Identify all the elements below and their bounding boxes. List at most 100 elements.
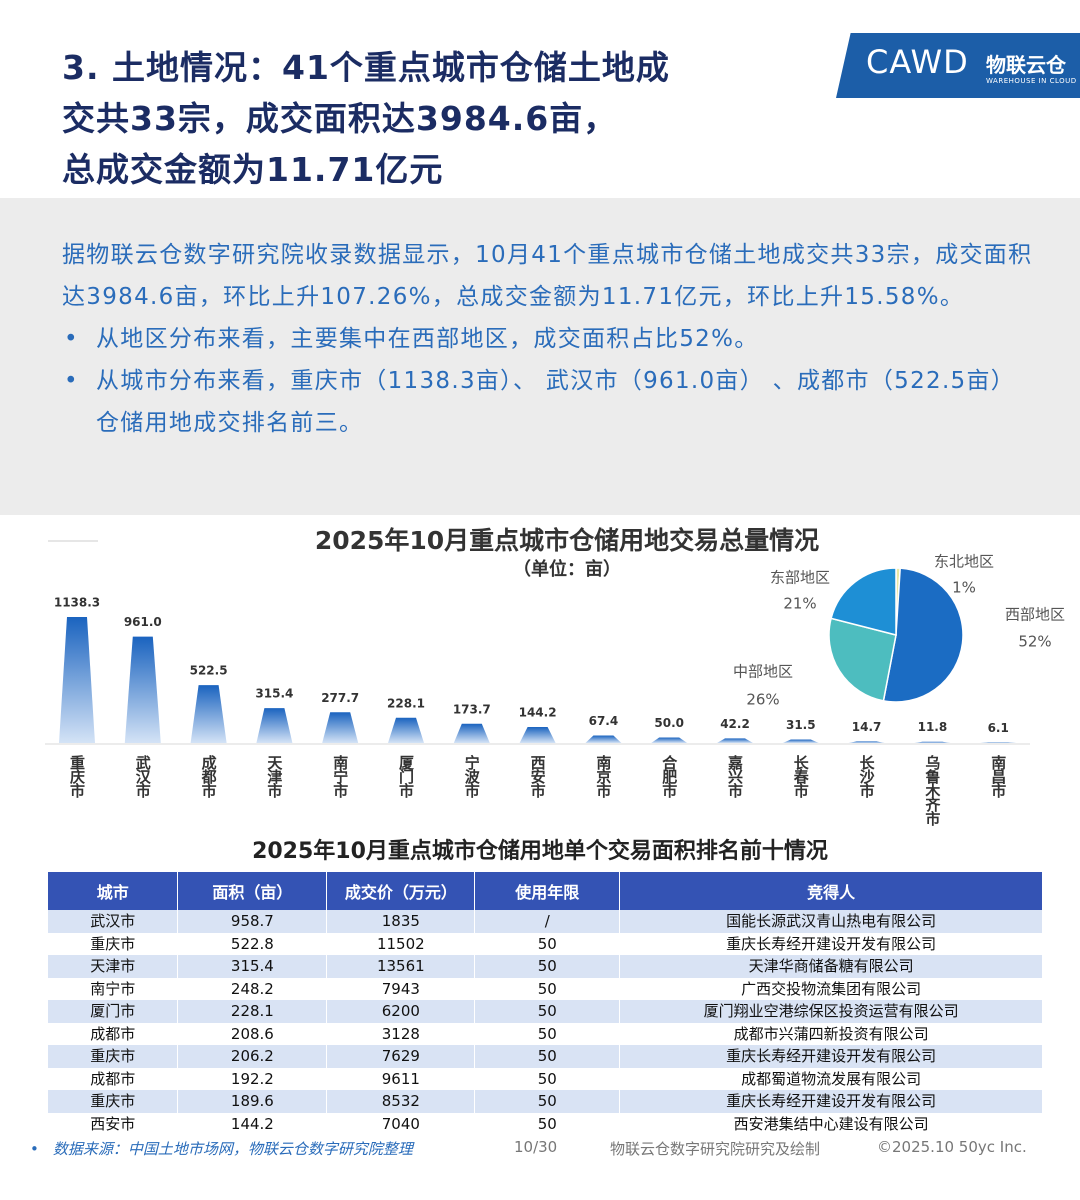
bar [914, 741, 951, 743]
table-cell: 522.8 [177, 932, 328, 955]
table-title: 2025年10月重点城市仓储用地单个交易面积排名前十情况 [252, 839, 828, 864]
value-label: 31.5 [786, 718, 816, 732]
table-row: 西安市 144.2 7040 50 西安港集结中心建设有限公司 [48, 1112, 1043, 1135]
table-cell: 国能长源武汉青山热电有限公司 [619, 910, 1043, 933]
x-tick-label: 南宁市 [331, 754, 349, 799]
x-tick-label: 合肥市 [660, 754, 678, 799]
table-cell: / [474, 910, 621, 933]
value-label: 1138.3 [54, 596, 100, 610]
bar [453, 723, 490, 743]
column-header: 使用年限 [474, 872, 621, 910]
table-cell: 144.2 [177, 1112, 328, 1135]
logo-tagline: WAREHOUSE IN CLOUD [986, 77, 1077, 85]
value-label: 277.7 [321, 691, 359, 705]
column-header: 竞得人 [619, 872, 1043, 910]
x-tick-label: 宁波市 [463, 754, 481, 799]
bar [256, 708, 293, 743]
table-cell: 重庆市 [48, 1090, 179, 1113]
table-cell: 50 [474, 1090, 621, 1113]
table-cell: 重庆市 [48, 932, 179, 955]
table-cell: 广西交投物流集团有限公司 [619, 977, 1043, 1000]
value-label: 144.2 [519, 706, 557, 720]
bullet: 从地区分布来看，主要集中在西部地区，成交面积占比52%。 [62, 318, 1037, 360]
x-tick-label: 长春市 [792, 754, 810, 799]
table-cell: 958.7 [177, 910, 328, 933]
value-label: 67.4 [589, 714, 619, 728]
x-tick-label: 乌鲁木齐市 [923, 754, 941, 827]
table-cell: 武汉市 [48, 910, 179, 933]
page-title: 3. 土地情况：41个重点城市仓储土地成 交共33宗，成交面积达3984.6亩，… [62, 42, 670, 195]
pie-slice [882, 567, 964, 703]
slice-value-label: 1% [952, 579, 976, 597]
chart-title: 2025年10月重点城市仓储用地交易总量情况 [315, 526, 819, 555]
bar [717, 738, 753, 743]
x-tick-label: 嘉兴市 [726, 754, 744, 799]
table-cell: 8532 [326, 1090, 476, 1113]
value-label: 14.7 [852, 720, 882, 734]
slice-label: 东部地区 [770, 569, 830, 587]
value-label: 228.1 [387, 696, 425, 710]
table-cell: 南宁市 [48, 977, 179, 1000]
table-cell: 192.2 [177, 1067, 328, 1090]
column-header: 成交价（万元） [326, 872, 476, 910]
x-tick-label: 天津市 [265, 755, 283, 799]
table-cell: 重庆长寿经开建设开发有限公司 [619, 932, 1043, 955]
logo-name: CAWD [866, 43, 969, 81]
table-cell: 208.6 [177, 1022, 328, 1045]
footer-page: 10/30 [514, 1138, 558, 1156]
table-cell: 重庆长寿经开建设开发有限公司 [619, 1090, 1043, 1113]
table-cell: 天津市 [48, 955, 179, 978]
title-line: 交共33宗，成交面积达3984.6亩， [62, 99, 618, 138]
table-cell: 6200 [326, 1000, 476, 1023]
data-table: 城市 面积（亩） 成交价（万元） 使用年限 竞得人 武汉市 958.7 1835/国能长源武… [48, 872, 1043, 1135]
table-cell: 重庆长寿经开建设开发有限公司 [619, 1045, 1043, 1068]
table-cell: 206.2 [177, 1045, 328, 1068]
table-cell: 50 [474, 1067, 621, 1090]
x-tick-label: 成都市 [200, 754, 218, 799]
footer-credit: 物联云仓数字研究院研究及绘制 [610, 1140, 821, 1158]
table-cell: 重庆市 [48, 1045, 179, 1068]
table-row: 厦门市 228.1 6200 50 厦门翔业空港综保区投资运营有限公司 [48, 1000, 1043, 1023]
table-cell: 成都市 [48, 1022, 179, 1045]
slice-value-label: 21% [783, 595, 816, 613]
value-label: 315.4 [255, 687, 293, 701]
value-label: 6.1 [988, 721, 1009, 735]
value-label: 961.0 [124, 615, 162, 629]
table-cell: 248.2 [177, 977, 328, 1000]
x-tick-label: 南京市 [594, 754, 612, 799]
title-line: 3. 土地情况：41个重点城市仓储土地成 [62, 48, 670, 87]
column-header: 城市 [48, 872, 179, 910]
table-cell: 厦门翔业空港综保区投资运营有限公司 [619, 1000, 1043, 1023]
title-line: 总成交金额为11.71亿元 [62, 150, 444, 189]
table-cell: 7943 [326, 977, 476, 1000]
footer-source: 数据来源：中国土地市场网，物联云仓数字研究院整理 [30, 1138, 413, 1159]
bar [124, 636, 161, 743]
table-cell: 天津华商储备糖有限公司 [619, 955, 1043, 978]
x-tick-label: 武汉市 [134, 754, 152, 799]
table-cell: 189.6 [177, 1090, 328, 1113]
table-cell: 50 [474, 1112, 621, 1135]
bar [585, 735, 622, 743]
table-row: 武汉市 958.7 1835/国能长源武汉青山热电有限公司 [48, 910, 1043, 933]
table-cell: 13561 [326, 955, 476, 978]
table-cell: 50 [474, 932, 621, 955]
x-tick-label: 西安市 [529, 755, 547, 799]
bullet: 从城市分布来看，重庆市（1138.3亩）、 武汉市（961.0亩） 、成都市（5… [62, 360, 1037, 444]
table-cell: 50 [474, 1022, 621, 1045]
column-header: 面积（亩） [177, 872, 328, 910]
table-cell: 50 [474, 1000, 621, 1023]
slice-label: 西部地区 [1005, 606, 1065, 624]
pie-slice [830, 567, 897, 636]
bar [848, 741, 885, 743]
table-cell: 成都市兴蒲四新投资有限公司 [619, 1022, 1043, 1045]
table-cell: 7629 [326, 1045, 476, 1068]
table-row: 重庆市 189.6 8532 50 重庆长寿经开建设开发有限公司 [48, 1090, 1043, 1113]
table-row: 天津市 315.4 13561 50 天津华商储备糖有限公司 [48, 955, 1043, 978]
value-label: 50.0 [654, 716, 684, 730]
table-row: 重庆市 522.8 11502 50 重庆长寿经开建设开发有限公司 [48, 932, 1043, 955]
bar [980, 742, 1017, 743]
table-cell: 成都蜀道物流发展有限公司 [619, 1067, 1043, 1090]
table-cell: 7040 [326, 1112, 476, 1135]
table-cell: 50 [474, 955, 621, 978]
